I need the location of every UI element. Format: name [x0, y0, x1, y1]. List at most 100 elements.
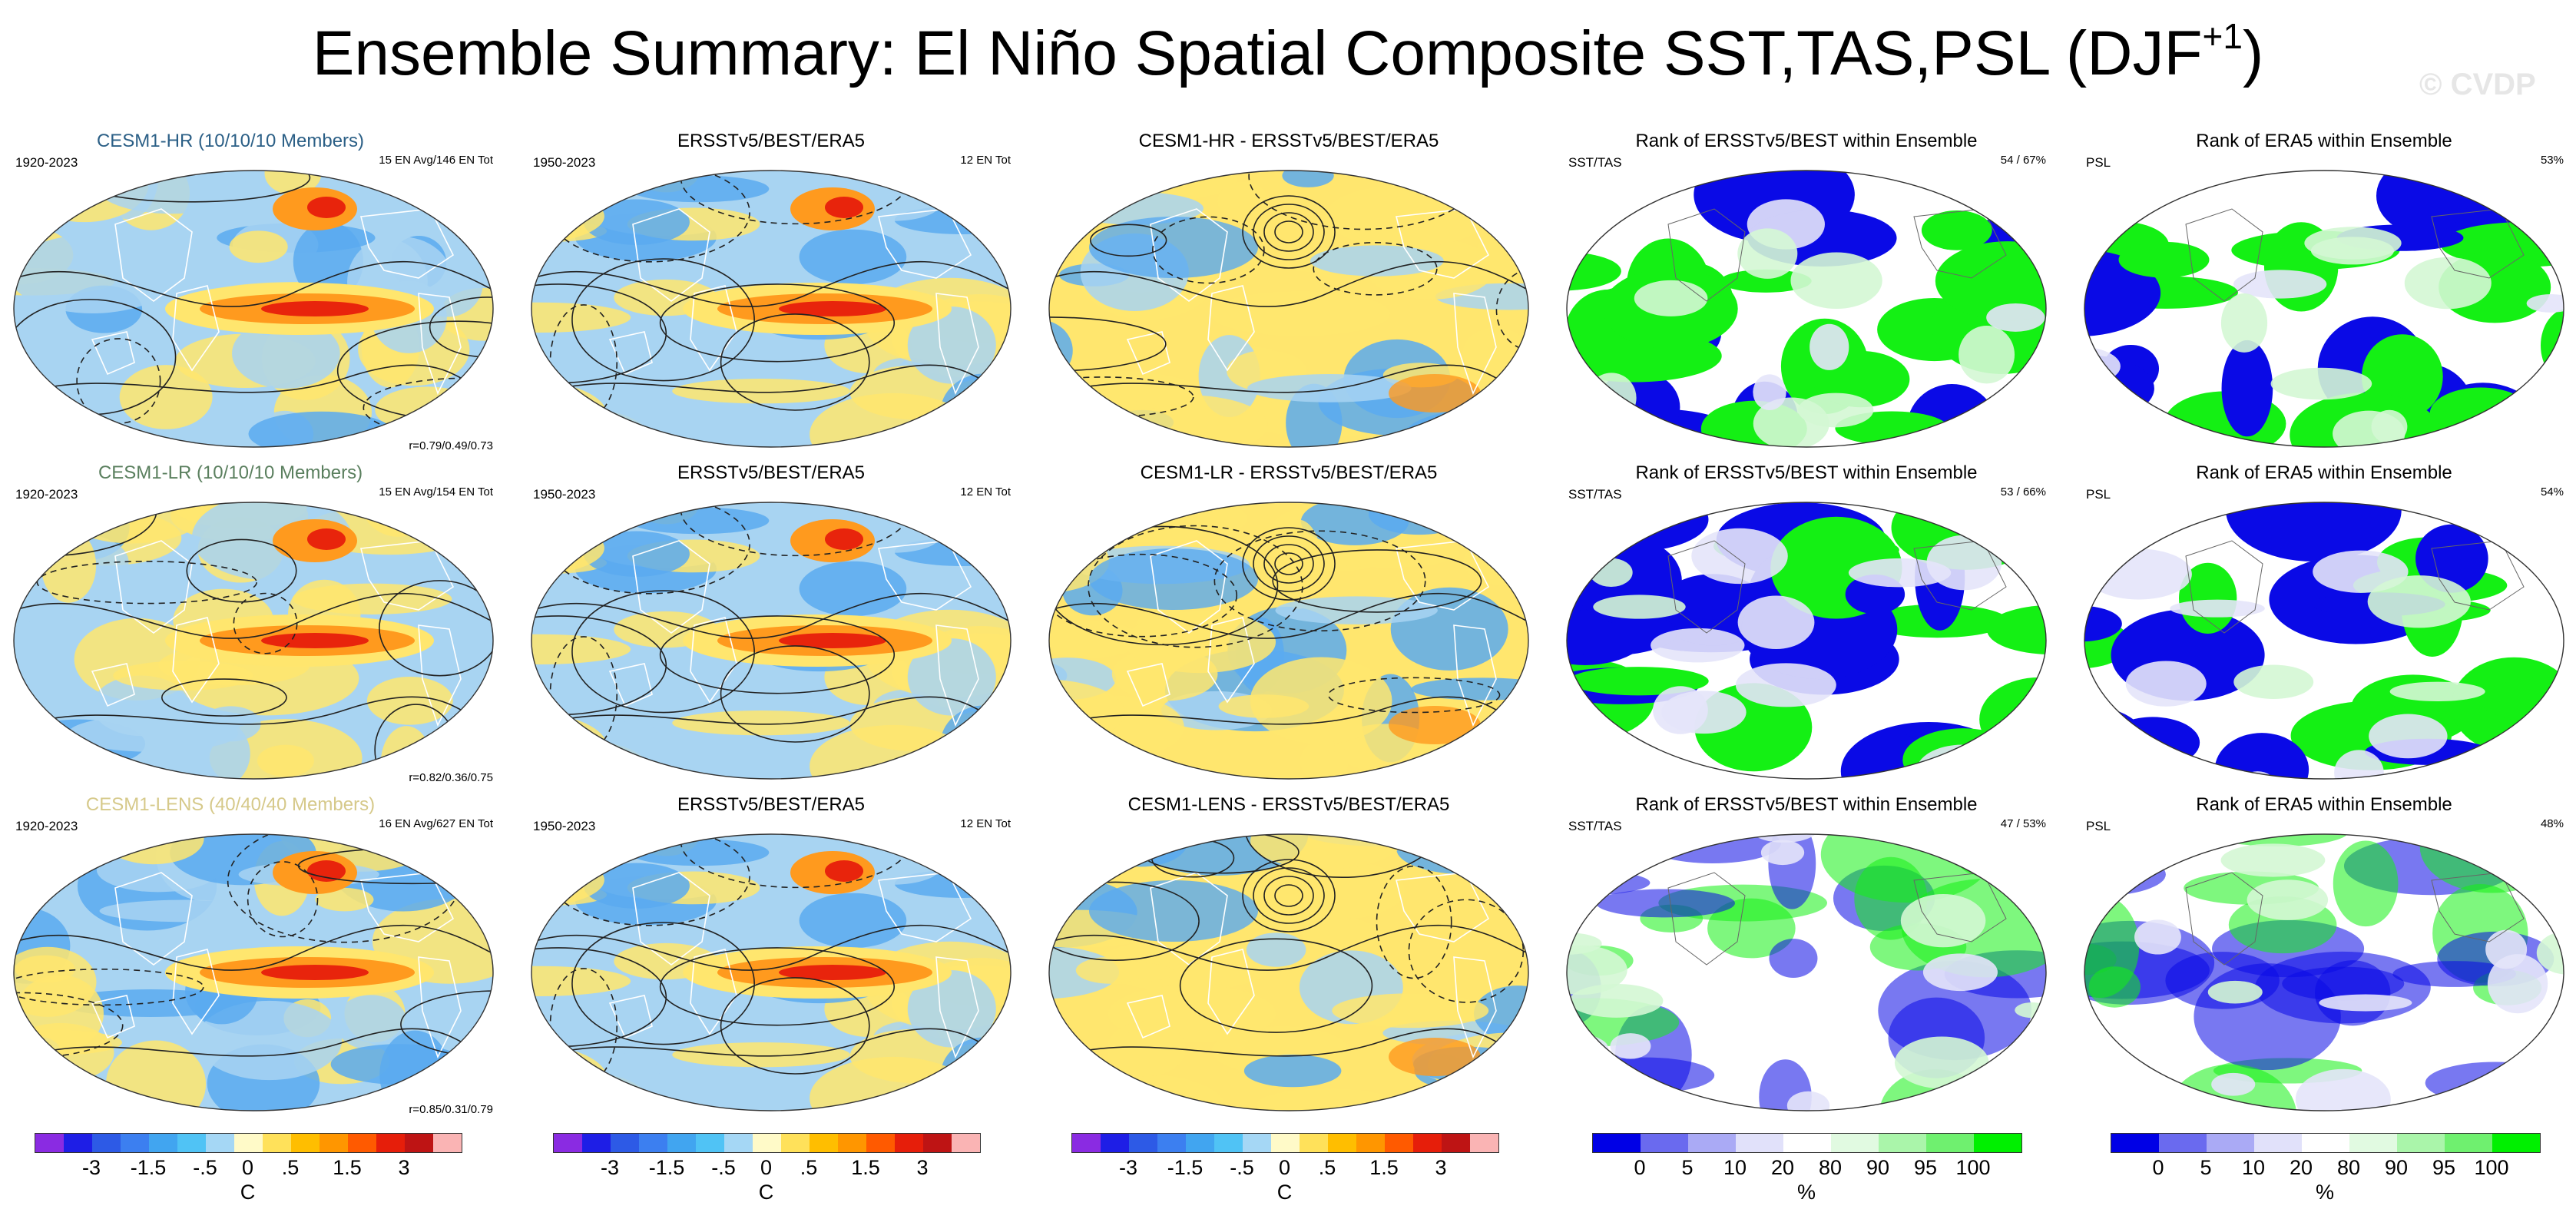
- colorbar-swatch: [696, 1134, 724, 1152]
- composite-map: [13, 502, 494, 780]
- colorbar-swatch: [2349, 1134, 2397, 1152]
- anomaly-patch: [264, 171, 322, 195]
- colorbar-swatch: [1831, 1134, 1879, 1152]
- anomaly-patch: [531, 302, 631, 333]
- anomaly-patch: [1462, 327, 1528, 378]
- anomaly-patch: [1049, 946, 1120, 999]
- rank-patch: [1567, 945, 1627, 995]
- panel-years: 1920-2023: [15, 155, 78, 170]
- anomaly-patch: [1417, 171, 1528, 182]
- anomaly-patch: [799, 561, 907, 617]
- rank-patch: [2469, 736, 2564, 779]
- panel-percent: 47 / 53%: [2000, 817, 2046, 830]
- panel-years: 1950-2023: [533, 487, 596, 502]
- colorbar-swatch: [1157, 1134, 1186, 1152]
- rank-patch: [2233, 270, 2327, 299]
- psl-contour: [1050, 260, 1528, 307]
- anomaly-patch: [672, 711, 850, 736]
- anomaly-patch: [531, 171, 617, 202]
- colorbar-tick-label: 100: [2474, 1156, 2509, 1179]
- anomaly-patch: [964, 711, 1011, 765]
- rank-patch: [2170, 599, 2265, 618]
- anomaly-patch: [628, 839, 770, 866]
- rank-patch: [1735, 663, 1836, 707]
- colorbar-tick-label: .5: [800, 1156, 818, 1179]
- coastline: [935, 624, 979, 727]
- rank-patch: [1567, 171, 1683, 182]
- high-latitude-warm-core: [307, 528, 346, 550]
- colorbar-swatch: [895, 1134, 923, 1152]
- anomaly-patch: [1217, 181, 1269, 220]
- colorbar-swatch: [1736, 1134, 1783, 1152]
- anomaly-patch: [335, 995, 407, 1050]
- coastline: [1150, 208, 1228, 302]
- rank-patch: [2085, 548, 2192, 600]
- colorbar-swatch: [1186, 1134, 1214, 1152]
- panel-title: CESM1-HR (10/10/10 Members): [96, 131, 365, 151]
- rank-map: [2084, 833, 2564, 1111]
- colorbar-swatch: [724, 1134, 753, 1152]
- rank-patch: [1958, 325, 2015, 384]
- colorbar-tick-label: 90: [2384, 1156, 2409, 1179]
- coastline: [114, 208, 193, 302]
- rank-patch: [2487, 399, 2564, 447]
- anomaly-patch: [1049, 409, 1150, 447]
- psl-contour: [1263, 544, 1314, 584]
- colorbar-swatch: [2492, 1134, 2540, 1152]
- coastline: [1453, 956, 1497, 1059]
- enso-peak: [779, 301, 886, 316]
- map-field: [2084, 834, 2564, 1111]
- colorbar-swatch: [1442, 1134, 1470, 1152]
- colorbar-tick-label: 1.5: [333, 1156, 362, 1179]
- map-field: [2084, 502, 2564, 779]
- rank-patch: [2313, 550, 2409, 593]
- psl-contour: [36, 560, 257, 605]
- rank-patch: [1797, 393, 1874, 428]
- anomaly-patch: [1313, 538, 1460, 568]
- rank-patch: [2084, 249, 2161, 337]
- colorbar-tick-label: 0: [2152, 1156, 2164, 1179]
- anomaly-patch: [1089, 880, 1258, 942]
- coastline: [1207, 949, 1255, 1035]
- coastline: [172, 617, 220, 704]
- colorbar-tick-label: 1.5: [851, 1156, 880, 1179]
- rank-patch: [1589, 558, 1633, 587]
- anomaly-patch: [1124, 611, 1276, 674]
- enso-peak: [261, 965, 369, 980]
- map-border: [531, 170, 1012, 448]
- colorbar-tick-label: 3: [916, 1156, 929, 1179]
- rank-patch: [1986, 303, 2045, 332]
- colorbar-tick-label: -3: [1118, 1156, 1138, 1179]
- colorbar-swatch: [1879, 1134, 1926, 1152]
- coastline: [608, 331, 653, 376]
- psl-contour: [1263, 212, 1314, 252]
- colorbar-swatch: [1974, 1134, 2021, 1152]
- colorbar-tick-label: 80: [1818, 1156, 1843, 1179]
- psl-contour: [1327, 677, 1501, 714]
- colorbar-swatch: [2397, 1134, 2445, 1152]
- panel-variables: SST/TAS: [1568, 487, 1622, 502]
- rank-patch: [2084, 399, 2139, 421]
- rank-patch: [2125, 661, 2207, 707]
- anomaly-patch: [1089, 548, 1258, 610]
- colorbar-tick-label: 10: [2241, 1156, 2266, 1179]
- panel-title: Rank of ERSSTv5/BEST within Ensemble: [1635, 131, 1978, 151]
- anomaly-patch: [248, 411, 396, 447]
- anomaly-patch: [799, 893, 907, 949]
- colorbar-swatch: [149, 1134, 177, 1152]
- rank-patch: [2371, 409, 2408, 444]
- rank-patch: [1653, 686, 1708, 734]
- colorbar-tick-label: -.5: [1230, 1156, 1254, 1179]
- colorbar-swatch: [1271, 1134, 1300, 1152]
- colorbar-sst-diff: -3 -1.5 -.5 0 .5 1.5 3 C: [1071, 1133, 1502, 1217]
- colorbar-swatch: [753, 1134, 781, 1152]
- coastline: [114, 540, 193, 634]
- panel-title: Rank of ERSSTv5/BEST within Ensemble: [1635, 794, 1978, 815]
- anomaly-patch: [41, 528, 97, 603]
- rank-patch: [2118, 241, 2210, 278]
- anomaly-patch: [99, 899, 273, 923]
- panel-diff-row-2: CESM1-LR - ERSSTv5/BEST/ERA5: [1035, 462, 1542, 785]
- map-field: [1049, 834, 1528, 1111]
- map-border: [13, 833, 494, 1111]
- colorbar-unit: C: [1276, 1181, 1293, 1204]
